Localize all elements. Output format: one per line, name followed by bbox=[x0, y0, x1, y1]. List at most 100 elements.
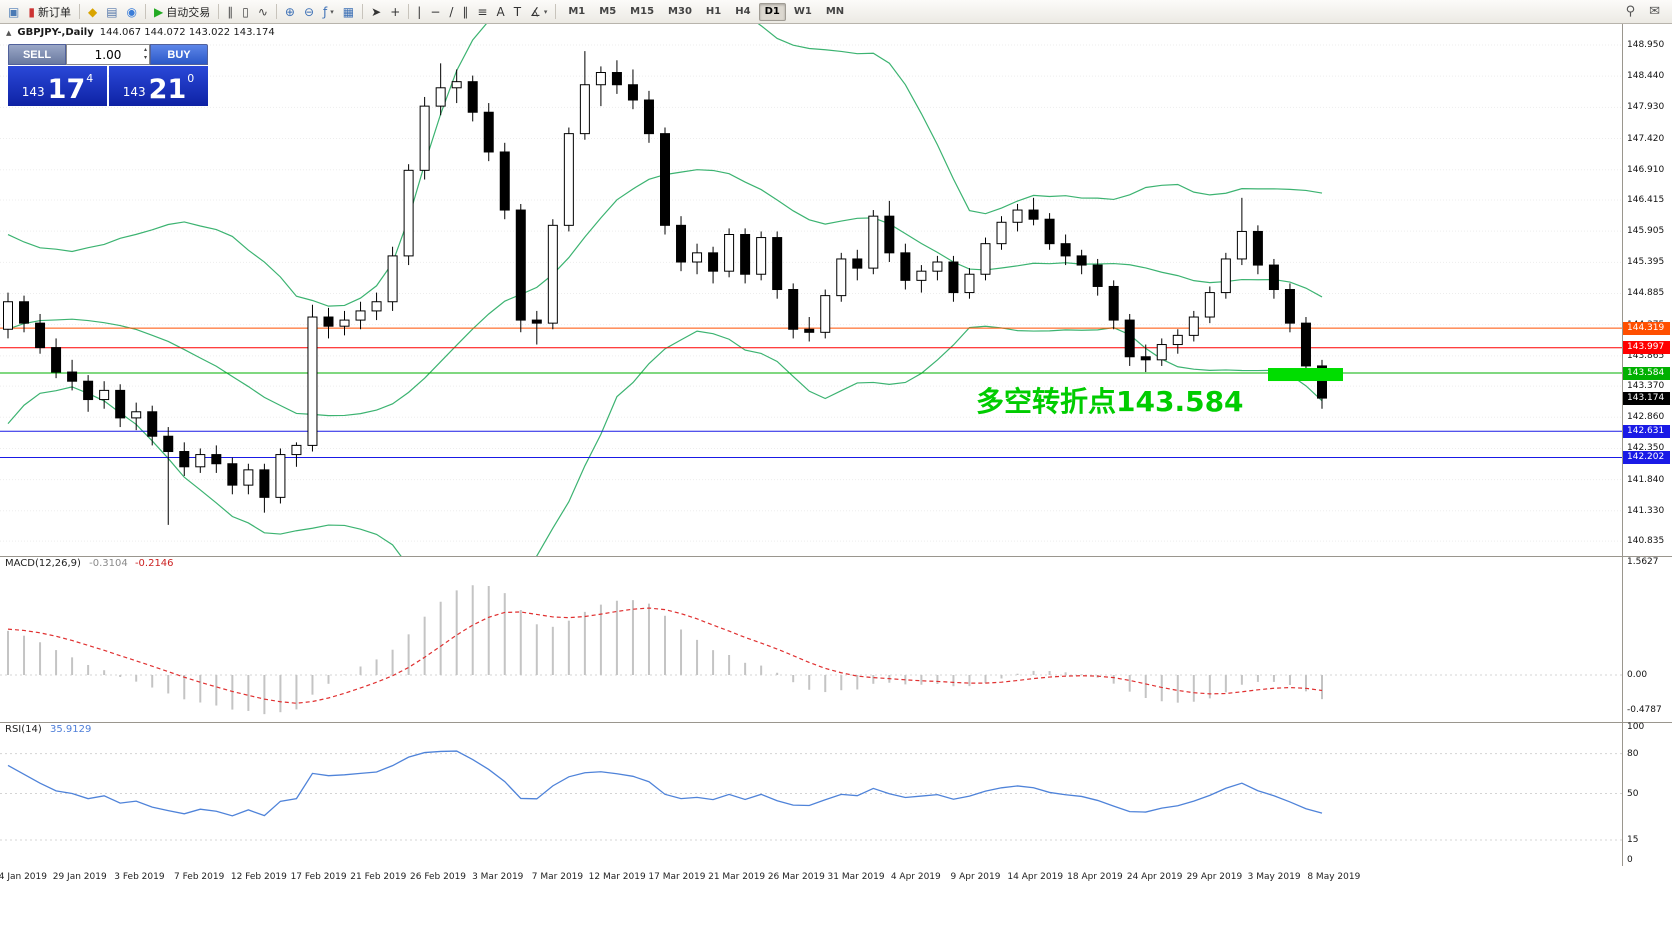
indicators-button[interactable]: ƒ ▾ bbox=[319, 2, 338, 22]
zoom-out-icon: ⊖ bbox=[303, 4, 315, 19]
sell-price-major: 143 bbox=[21, 85, 45, 99]
main-chart-canvas[interactable] bbox=[0, 24, 1622, 556]
price-axis-label: 146.415 bbox=[1627, 194, 1665, 205]
volume-stepper[interactable]: ▴ ▾ bbox=[144, 46, 147, 62]
price-level-badge: 142.631 bbox=[1623, 424, 1670, 438]
volume-value: 1.00 bbox=[94, 47, 122, 62]
rsi-axis-label: 0 bbox=[1627, 855, 1633, 865]
sell-price-box[interactable]: 143 17 4 bbox=[8, 66, 107, 106]
market-watch-button[interactable]: ◆ bbox=[84, 2, 101, 22]
macd-indicator-label: MACD(12,26,9) -0.3104 -0.2146 bbox=[5, 558, 174, 569]
timeframe-d1[interactable]: D1 bbox=[758, 2, 786, 21]
toolbar-separator bbox=[275, 4, 277, 19]
price-axis-label: 146.910 bbox=[1627, 164, 1665, 175]
timeframe-m5[interactable]: M5 bbox=[599, 5, 617, 17]
vertical-line-button[interactable]: | bbox=[413, 2, 425, 22]
zoom-out-button[interactable]: ⊖ bbox=[300, 2, 318, 22]
navigator-button[interactable]: ◉ bbox=[123, 2, 141, 22]
navigator-icon: ◉ bbox=[126, 4, 138, 19]
turning-point-highlight[interactable] bbox=[1268, 368, 1343, 382]
timeframe-w1[interactable]: W1 bbox=[793, 5, 812, 17]
price-axis-label: 142.350 bbox=[1627, 443, 1665, 454]
horizontal-line-button[interactable]: − bbox=[426, 2, 444, 22]
date-label: 12 Feb 2019 bbox=[230, 872, 287, 882]
toolbar-separator bbox=[145, 4, 147, 19]
sell-price-point: 4 bbox=[86, 72, 94, 85]
volume-input[interactable]: 1.00 ▴ ▾ bbox=[66, 44, 150, 65]
price-axis-label: 140.835 bbox=[1627, 536, 1665, 547]
new-order-button[interactable]: ▮ 新订单 bbox=[24, 2, 75, 22]
rsi-panel-canvas[interactable] bbox=[0, 722, 1622, 866]
line-chart-button[interactable]: ∿ bbox=[254, 2, 272, 22]
text-label-button[interactable]: T bbox=[510, 2, 525, 22]
date-label: 26 Feb 2019 bbox=[410, 872, 467, 882]
timeframe-mn[interactable]: MN bbox=[825, 5, 845, 17]
zoom-in-button[interactable]: ⊕ bbox=[281, 2, 299, 22]
tile-windows-icon: ▦ bbox=[342, 4, 355, 19]
timeframe-m30[interactable]: M30 bbox=[668, 5, 692, 17]
crosshair-icon: + bbox=[390, 4, 401, 19]
candle-chart-button[interactable]: ▯ bbox=[238, 2, 253, 22]
macd-panel-separator[interactable] bbox=[0, 556, 1672, 557]
caret-down-icon: ▾ bbox=[330, 7, 334, 16]
caret-down-icon: ▾ bbox=[543, 7, 548, 16]
channel-button[interactable]: ∥ bbox=[458, 2, 472, 22]
date-label: 29 Apr 2019 bbox=[1186, 872, 1243, 882]
candlesticks bbox=[3, 51, 1327, 525]
buy-price-box[interactable]: 143 21 0 bbox=[109, 66, 208, 106]
sell-button[interactable]: SELL bbox=[8, 44, 66, 65]
rsi-panel-separator[interactable] bbox=[0, 722, 1672, 723]
date-label: 4 Apr 2019 bbox=[890, 872, 941, 882]
volume-down-icon[interactable]: ▾ bbox=[143, 54, 147, 61]
date-label: 17 Mar 2019 bbox=[648, 872, 706, 882]
cursor-button[interactable]: ➤ bbox=[367, 2, 385, 22]
bar-chart-button[interactable]: ∥ bbox=[223, 2, 237, 22]
shapes-button[interactable]: ∡ ▾ bbox=[526, 2, 551, 22]
timeframe-m1[interactable]: M1 bbox=[568, 5, 586, 17]
main-toolbar: ▣ ▮ 新订单 ◆ ▤ ◉ ▶ 自动交易 ∥ ▯ ∿ ⊕ ⊖ ƒ ▾ ▦ ➤ + | − / ∥ ≡ A T ∡ ▾ M1 M5 M15 M… bbox=[0, 0, 1672, 24]
trendline-icon: / bbox=[449, 4, 454, 19]
search-icon: ⚲ bbox=[1625, 4, 1636, 19]
symbol-search-button[interactable]: ⚲ bbox=[1622, 2, 1640, 22]
timeframe-h1[interactable]: H1 bbox=[705, 5, 722, 17]
macd-panel-canvas[interactable] bbox=[0, 556, 1622, 722]
indicators-icon: ƒ bbox=[323, 4, 328, 19]
toolbar-separator bbox=[362, 4, 364, 19]
buy-price-pips: 21 bbox=[148, 74, 187, 105]
one-click-trading-panel: SELL 1.00 ▴ ▾ BUY 143 17 4 143 21 0 bbox=[8, 44, 208, 106]
timeframe-m15[interactable]: M15 bbox=[630, 5, 655, 17]
trendline-button[interactable]: / bbox=[445, 2, 457, 22]
print-button[interactable]: ▤ bbox=[102, 2, 121, 22]
price-axis-label: 143.865 bbox=[1627, 350, 1665, 361]
text-button[interactable]: A bbox=[492, 2, 508, 22]
price-level-badge: 144.319 bbox=[1623, 321, 1670, 335]
crosshair-button[interactable]: + bbox=[386, 2, 404, 22]
macd-signal-line bbox=[7, 607, 1323, 704]
date-label: 26 Mar 2019 bbox=[767, 872, 825, 882]
price-level-badge: 142.202 bbox=[1623, 451, 1670, 464]
shapes-icon: ∡ bbox=[530, 4, 541, 19]
text-icon: A bbox=[496, 4, 505, 19]
timeframe-h4[interactable]: H4 bbox=[735, 5, 751, 17]
bar-chart-icon: ∥ bbox=[227, 4, 234, 19]
candlestick-icon: ▯ bbox=[242, 4, 249, 19]
price-level-badge: 143.584 bbox=[1623, 366, 1670, 380]
date-label: 7 Mar 2019 bbox=[531, 872, 584, 882]
rsi-name: RSI(14) bbox=[5, 724, 42, 735]
fibonacci-button[interactable]: ≡ bbox=[473, 2, 491, 22]
autotrading-button[interactable]: ▶ 自动交易 bbox=[150, 2, 214, 22]
volume-up-icon[interactable]: ▴ bbox=[143, 46, 147, 53]
date-label: 31 Mar 2019 bbox=[827, 872, 885, 882]
date-label: 21 Mar 2019 bbox=[708, 872, 766, 882]
chat-button[interactable]: ✉ bbox=[1645, 2, 1664, 22]
price-axis-label: 148.440 bbox=[1627, 71, 1665, 82]
one-click-controls: SELL 1.00 ▴ ▾ BUY bbox=[8, 44, 208, 65]
date-axis: 24 Jan 2019 29 Jan 2019 3 Feb 2019 7 Feb 20… bbox=[0, 866, 1672, 892]
toolbar-right-icons: ⚲ ✉ bbox=[1622, 2, 1664, 22]
symbol-ohlc-values: 144.067 144.072 143.022 143.174 bbox=[99, 27, 275, 38]
tile-windows-button[interactable]: ▦ bbox=[339, 2, 358, 22]
new-chart-button[interactable]: ▣ bbox=[4, 2, 23, 22]
buy-button[interactable]: BUY bbox=[150, 44, 208, 65]
horizontal-line-icon: − bbox=[430, 4, 441, 19]
toolbar-separator bbox=[555, 4, 557, 19]
